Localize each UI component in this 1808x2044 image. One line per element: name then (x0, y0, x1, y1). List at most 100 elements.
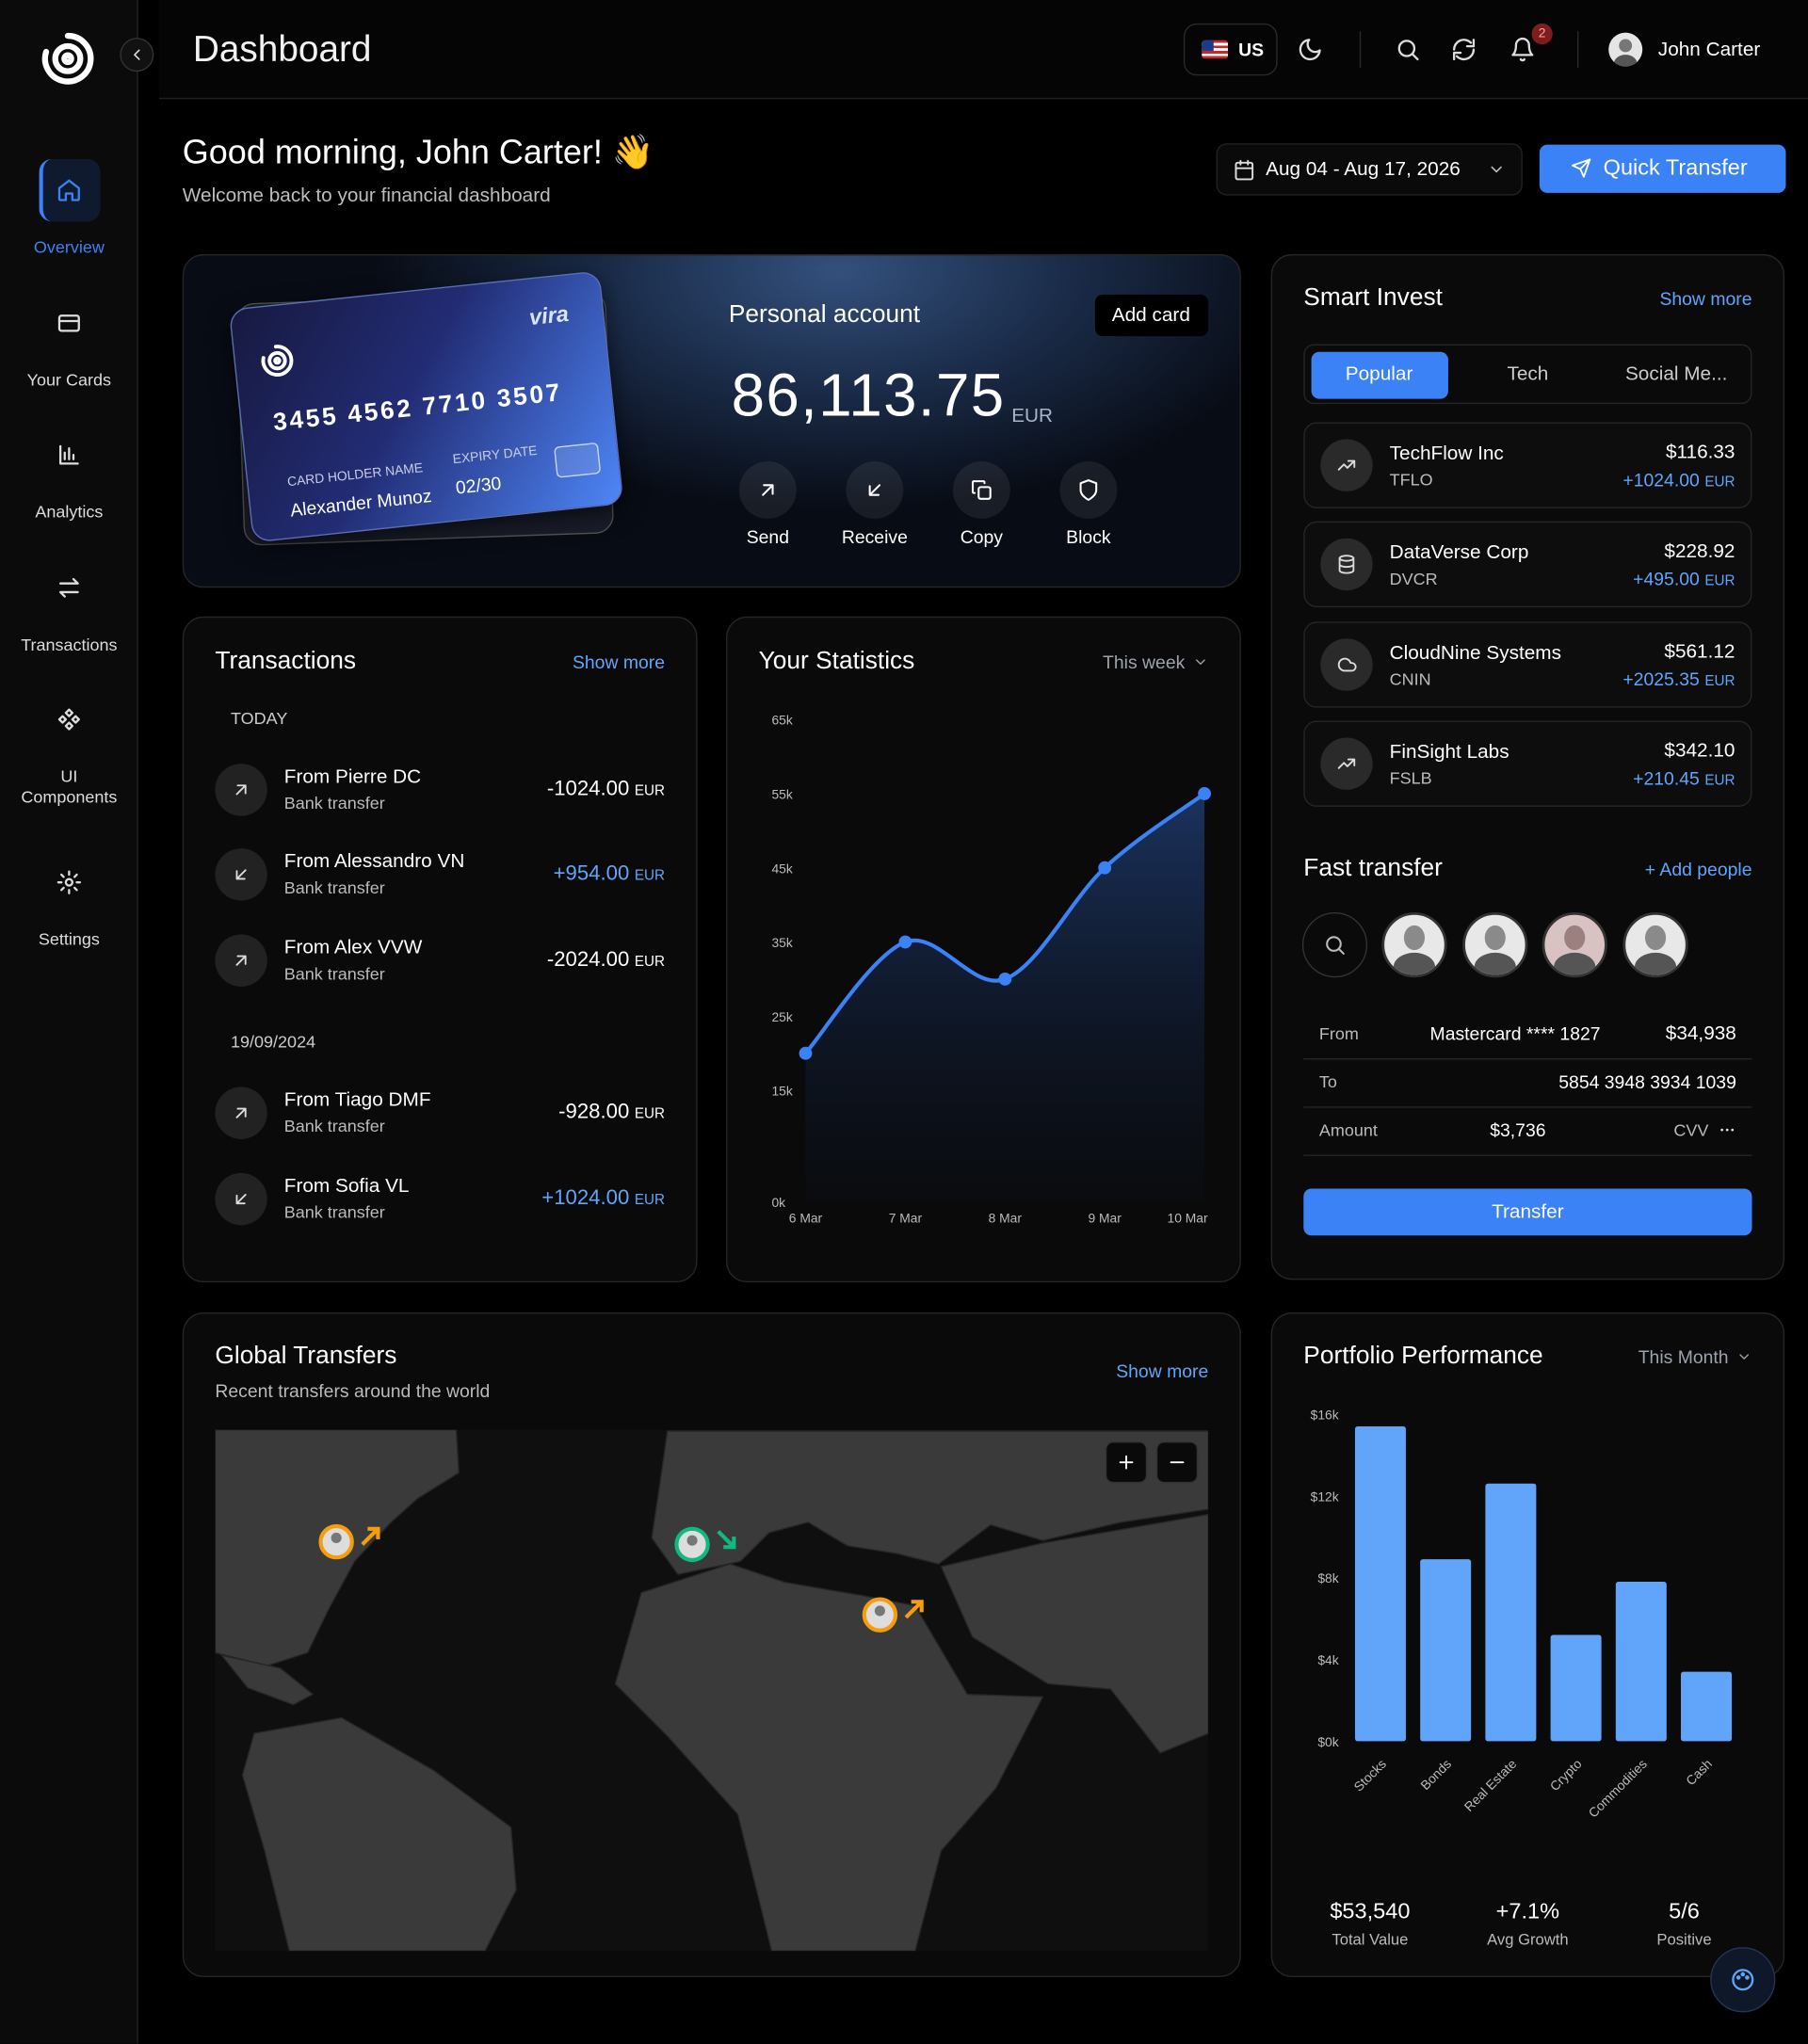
nav-icon[interactable] (56, 574, 83, 601)
nav-icon[interactable] (56, 442, 83, 468)
card-number: 3455 4562 7710 3507 (271, 378, 564, 438)
card-chip (554, 442, 602, 478)
contact-avatar[interactable] (1381, 911, 1447, 978)
transfer-button[interactable] (1303, 1188, 1752, 1236)
icon-circle (1732, 1969, 1754, 1991)
page-title: Dashboard (192, 28, 372, 70)
collapse-button[interactable] (120, 38, 154, 72)
icon-path (971, 480, 986, 494)
stock-currency: EUR (1704, 474, 1735, 491)
zoom-out-icon (1167, 1452, 1187, 1473)
stock-row[interactable] (1303, 521, 1752, 608)
nav-label[interactable]: Your Cards (26, 370, 112, 390)
portfolio-period[interactable]: This Month (1638, 1345, 1729, 1368)
icon-rect (1234, 161, 1253, 180)
action-label: Send (746, 526, 789, 548)
contact-avatar[interactable] (1542, 911, 1607, 978)
tab-active[interactable] (1311, 351, 1448, 399)
transaction-currency: EUR (634, 1192, 665, 1209)
nav-icon[interactable] (56, 869, 83, 895)
nav-label[interactable]: UI Components (21, 765, 118, 807)
transaction-icon (231, 1102, 251, 1123)
icon-path (1571, 158, 1591, 178)
transaction-name: From Tiago DMF (283, 1088, 431, 1112)
icon-g (215, 1429, 1209, 1952)
icon (971, 480, 992, 500)
action-icon (970, 478, 993, 502)
icon-path (1299, 39, 1321, 61)
tab[interactable]: Popular (1345, 362, 1413, 386)
stock-row[interactable] (1303, 422, 1752, 508)
tab[interactable]: Tech (1507, 362, 1549, 386)
stock-name: CloudNine Systems (1389, 641, 1561, 665)
card-holder: Alexander Munoz (289, 484, 433, 521)
add-people[interactable]: + Add people (1644, 859, 1752, 880)
contact-search[interactable] (1301, 911, 1368, 978)
icon-path (1234, 159, 1253, 169)
contact-avatar[interactable] (1622, 911, 1688, 978)
refresh-button[interactable] (1451, 37, 1477, 63)
nav-label[interactable]: Transactions (21, 635, 118, 654)
icon-path (1453, 39, 1476, 61)
icon-path (1338, 557, 1355, 574)
icon-path (717, 1530, 736, 1550)
date-range-picker[interactable] (1216, 143, 1523, 196)
to-account: 5854 3948 3934 1039 (1558, 1070, 1736, 1093)
icon (1491, 166, 1502, 173)
nav-label[interactable]: Analytics (35, 501, 104, 522)
region-select[interactable] (1183, 23, 1278, 76)
transaction-amount: -928.00 (558, 1101, 630, 1124)
theme-toggle[interactable] (1297, 37, 1323, 63)
transaction-amount-group: +1024.00 EUR (541, 1187, 665, 1211)
transactions-title: Transactions (215, 647, 356, 676)
group-label: TODAY (231, 708, 288, 729)
avatar-body (1474, 952, 1516, 975)
icon (1571, 158, 1591, 178)
icon-circle (64, 877, 73, 887)
transfer-label: Transfer (1492, 1200, 1564, 1224)
contact-avatar[interactable] (1462, 911, 1528, 978)
card-expiry: 02/30 (454, 472, 503, 498)
stock-row[interactable] (1303, 720, 1752, 807)
transaction-icon (231, 1188, 251, 1209)
statistics-period[interactable]: This week (1103, 652, 1186, 673)
stock-row[interactable] (1303, 621, 1752, 708)
divider (1303, 1058, 1752, 1060)
notifications-button[interactable] (1509, 37, 1536, 63)
icon-path (1196, 659, 1205, 665)
tab[interactable]: Social Me... (1624, 362, 1728, 386)
transaction-currency: EUR (634, 954, 665, 970)
account-title: Personal account (728, 300, 921, 329)
stock-change-group: +1024.00 EUR (1622, 469, 1735, 490)
nav-label[interactable]: Overview (33, 236, 105, 257)
icon-path (904, 1600, 924, 1619)
icon-path (1337, 459, 1356, 471)
search-button[interactable] (1395, 37, 1421, 63)
action-icon (1076, 478, 1100, 502)
stock-name: TechFlow Inc (1389, 442, 1504, 465)
add-card-button[interactable] (1094, 294, 1209, 337)
user-avatar[interactable] (1608, 32, 1643, 67)
icon-path (57, 708, 80, 731)
from-account: Mastercard **** 1827 (1429, 1022, 1601, 1044)
action-button[interactable] (1059, 461, 1118, 519)
transactions-more[interactable]: Show more (572, 652, 665, 673)
nav-icon[interactable] (56, 310, 83, 336)
action-label: Receive (841, 526, 908, 548)
nav-icon[interactable] (56, 706, 83, 732)
smart-invest-more[interactable]: Show more (1659, 287, 1752, 310)
theme-palette-button[interactable] (1710, 1947, 1776, 2013)
action-button[interactable] (952, 461, 1010, 519)
nav-active (39, 158, 101, 222)
icon (58, 577, 79, 598)
stock-name: DataVerse Corp (1389, 541, 1529, 564)
summary-label: Avg Growth (1487, 1930, 1569, 1949)
nav-label[interactable]: Settings (38, 928, 100, 949)
stock-icon-bg (1320, 638, 1373, 691)
icon (1337, 657, 1357, 672)
nav-icon[interactable] (56, 177, 83, 203)
stock-icon (1336, 455, 1357, 475)
global-more[interactable]: Show more (1116, 1360, 1209, 1382)
icon-path (58, 577, 79, 598)
